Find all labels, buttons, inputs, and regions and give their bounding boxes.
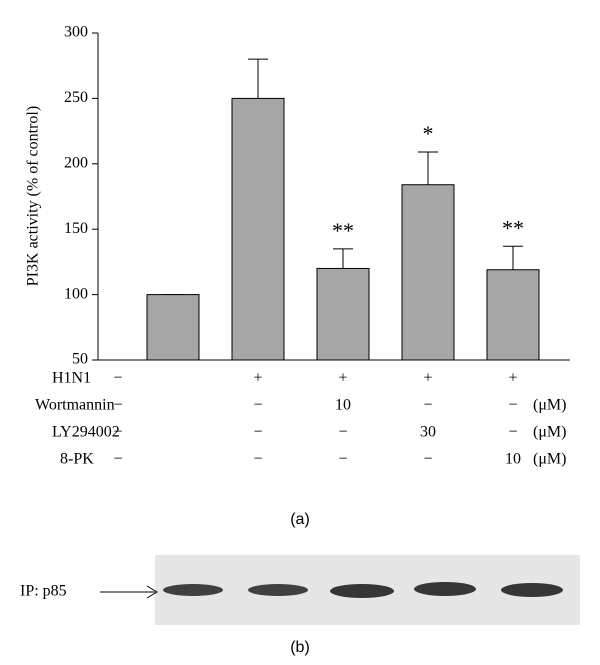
treatment-value: − (253, 451, 262, 468)
blot-bands (163, 582, 563, 598)
treatment-value: − (423, 451, 432, 468)
treatment-unit: (μM) (533, 397, 566, 414)
bar (146, 294, 200, 361)
treatment-label: H1N1 (52, 370, 91, 387)
treatment-value: − (113, 451, 122, 468)
y-tick-label: 50 (72, 351, 88, 368)
treatment-value: − (338, 424, 347, 441)
treatment-value: − (113, 424, 122, 441)
treatment-value: − (253, 397, 262, 414)
y-tick-label: 100 (64, 285, 88, 302)
treatment-unit: (μM) (533, 451, 566, 468)
treatment-value: − (253, 424, 262, 441)
significance: * (423, 121, 434, 146)
treatment-unit: (μM) (533, 424, 566, 441)
bar (486, 269, 540, 361)
panel-label: (a) (290, 511, 310, 528)
treatment-value: − (113, 397, 122, 414)
treatment-value: 10 (335, 397, 351, 414)
y-tick-label: 200 (64, 154, 88, 171)
treatment-label: LY294002 (52, 424, 120, 441)
treatment-value: − (423, 397, 432, 414)
treatment-label: Wortmannin (35, 397, 115, 414)
treatment-value: + (253, 370, 262, 387)
y-tick-label: 300 (64, 24, 88, 41)
blot-label: IP: p85 (20, 583, 67, 600)
treatment-label: 8-PK (60, 451, 94, 468)
bar (316, 267, 370, 361)
treatment-value: − (338, 451, 347, 468)
y-tick-label: 150 (64, 220, 88, 237)
significance: ** (502, 215, 524, 240)
bar (231, 97, 285, 361)
significance: ** (332, 218, 354, 243)
treatment-value: 10 (505, 451, 521, 468)
treatment-value: − (508, 424, 517, 441)
treatment-value: + (338, 370, 347, 387)
treatment-value: − (113, 370, 122, 387)
treatment-value: + (508, 370, 517, 387)
treatment-value: − (508, 397, 517, 414)
bar (401, 184, 455, 361)
treatment-value: + (423, 370, 432, 387)
treatment-value: 30 (420, 424, 436, 441)
panel-label: (b) (290, 639, 310, 656)
arrow-head (146, 585, 158, 599)
y-tick-label: 250 (64, 89, 88, 106)
y-axis-label: PI3K activity (% of control) (25, 106, 42, 286)
